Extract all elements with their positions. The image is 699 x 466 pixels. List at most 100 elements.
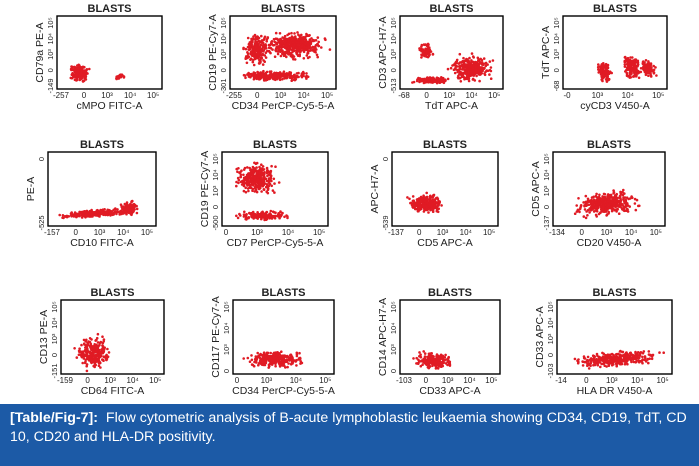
event-dot	[435, 354, 439, 358]
event-dot	[587, 367, 591, 370]
event-dot	[236, 216, 240, 220]
event-dot	[62, 216, 65, 220]
event-dot	[592, 204, 596, 207]
y-tick-label: 10³	[50, 333, 59, 344]
event-dot	[300, 72, 304, 75]
event-dot	[430, 362, 434, 366]
event-dot	[250, 74, 253, 78]
y-tick-label: 10⁵	[219, 17, 228, 28]
event-dot	[435, 76, 439, 80]
event-dot	[246, 51, 249, 54]
event-dot	[600, 198, 603, 201]
event-dot	[108, 211, 112, 215]
event-dot	[119, 212, 123, 216]
event-dot	[105, 358, 108, 362]
event-dot	[409, 201, 412, 205]
x-tick-label: 10³	[442, 376, 454, 385]
event-dot	[292, 57, 295, 61]
event-dot	[306, 75, 310, 79]
event-dot	[418, 205, 422, 209]
y-axis-label: TdT APC-A	[540, 26, 552, 79]
event-dot	[576, 208, 580, 212]
event-dot	[280, 213, 283, 217]
x-tick-label: 10⁵	[652, 91, 664, 100]
event-dot	[444, 353, 447, 357]
event-dot	[77, 353, 81, 357]
event-dot	[573, 357, 577, 361]
y-tick-label: 10⁵	[546, 301, 555, 312]
event-dot	[421, 363, 424, 367]
event-dot	[253, 360, 256, 364]
y-tick-label: -513	[389, 78, 398, 93]
panel-title: BLASTS	[91, 287, 135, 299]
event-dot	[296, 43, 300, 47]
event-dot	[584, 194, 588, 198]
x-tick-label: 10³	[101, 91, 113, 100]
y-axis-label: CD13 PE-A	[38, 310, 50, 364]
event-dot	[242, 184, 246, 188]
panel-title: BLASTS	[587, 139, 631, 151]
event-dot	[311, 49, 314, 52]
event-dot	[309, 46, 313, 50]
event-dot	[272, 214, 276, 218]
event-dot	[252, 37, 255, 41]
event-dot	[248, 166, 251, 170]
event-dot	[257, 52, 260, 56]
event-dot	[480, 58, 484, 62]
x-tick-label: 0	[74, 228, 79, 237]
event-dot	[606, 193, 610, 196]
event-dot	[237, 178, 241, 182]
x-tick-label: 0	[417, 228, 422, 237]
panel-title: BLASTS	[88, 3, 132, 15]
event-dot	[621, 350, 625, 354]
x-tick-label: 0	[584, 376, 589, 385]
event-dot	[599, 207, 603, 211]
event-dot	[418, 351, 421, 354]
event-dot	[606, 353, 610, 357]
event-dot	[436, 197, 440, 201]
event-dot	[274, 48, 277, 52]
event-dot	[608, 353, 612, 357]
event-dot	[270, 184, 274, 188]
x-tick-label: 10⁴	[298, 91, 311, 100]
event-dot	[271, 75, 275, 79]
event-dot	[317, 40, 321, 44]
event-dot	[74, 215, 78, 218]
y-tick-label: 0	[389, 68, 398, 72]
event-dot	[78, 78, 82, 82]
event-dot	[132, 206, 135, 209]
event-dot	[307, 50, 310, 53]
event-dot	[455, 61, 458, 65]
event-dot	[599, 365, 602, 369]
y-axis-label: CD33 APC-A	[534, 306, 546, 367]
y-tick-label: 10³	[546, 333, 555, 344]
event-dot	[70, 65, 73, 68]
event-dot	[447, 359, 450, 363]
x-tick-label: 10⁵	[657, 376, 669, 385]
panel-title: BLASTS	[253, 139, 297, 151]
event-dot	[595, 195, 598, 199]
event-dot	[637, 204, 640, 208]
event-dot	[82, 79, 86, 83]
event-dot	[290, 31, 293, 35]
event-dot	[316, 36, 320, 39]
event-dot	[279, 210, 282, 213]
event-dot	[247, 182, 250, 185]
y-tick-label: -301	[219, 78, 228, 93]
event-dot	[600, 68, 603, 72]
event-dot	[624, 200, 628, 204]
event-dot	[85, 369, 89, 373]
event-dot	[273, 217, 277, 220]
plot-frame	[562, 15, 668, 90]
event-dot	[642, 63, 645, 66]
y-tick-label: 10⁴	[50, 317, 59, 329]
event-dot	[236, 176, 240, 180]
event-dot	[424, 204, 428, 208]
event-dot	[70, 68, 73, 72]
event-dot	[259, 43, 263, 47]
event-dot	[279, 50, 282, 53]
event-dot	[267, 46, 271, 49]
plot-frame	[552, 151, 666, 227]
event-dot	[428, 364, 431, 367]
